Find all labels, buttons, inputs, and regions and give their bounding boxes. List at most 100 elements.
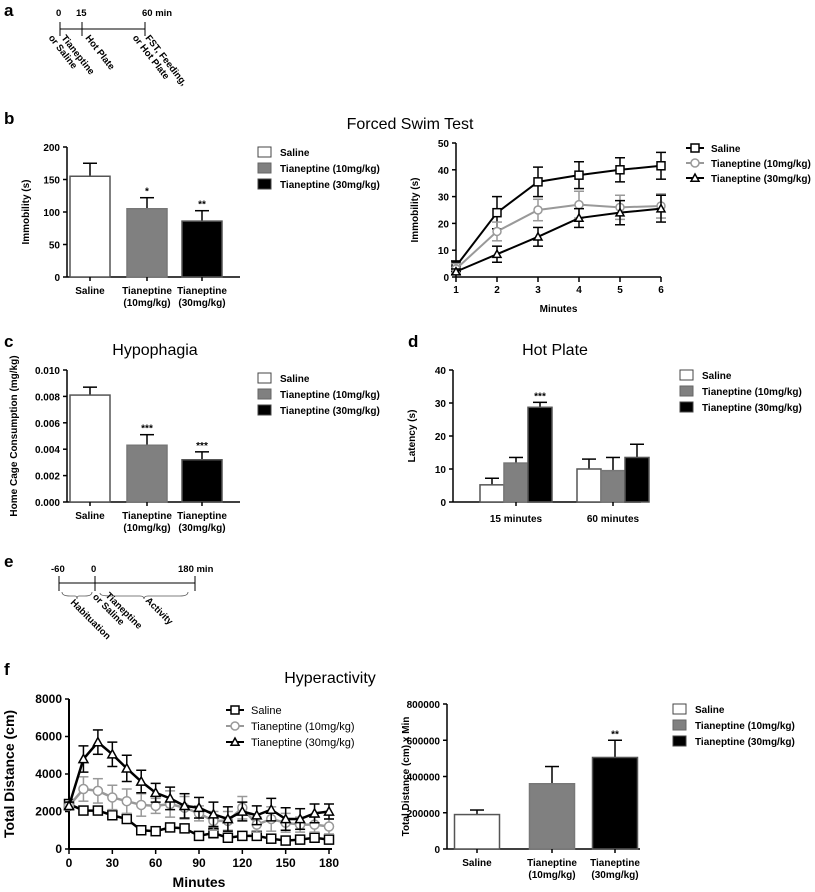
panel-title-hypophagia: Hypophagia bbox=[112, 342, 198, 359]
bar bbox=[479, 484, 505, 503]
marker-circle bbox=[533, 205, 543, 215]
legend-label: Saline bbox=[280, 148, 310, 159]
y-tick-label: 8000 bbox=[35, 692, 62, 706]
timeline-tick-label: -60 bbox=[51, 564, 65, 575]
y-tick-label: 200000 bbox=[407, 809, 441, 820]
bar bbox=[600, 469, 626, 503]
legend-label: Tianeptine (30mg/kg) bbox=[251, 737, 355, 749]
x-tick-label: (10mg/kg) bbox=[528, 870, 575, 881]
legend-label: Tianeptine (10mg/kg) bbox=[702, 387, 802, 398]
panel-letter-e: e bbox=[4, 552, 13, 571]
legend-label: Tianeptine (10mg/kg) bbox=[695, 721, 795, 732]
marker-triangle bbox=[121, 762, 133, 773]
legend-swatch bbox=[257, 146, 272, 158]
panel-letter-b: b bbox=[4, 109, 14, 128]
panel-letter-a: a bbox=[4, 1, 14, 20]
x-tick-label: Saline bbox=[75, 511, 105, 522]
y-tick-label: 400000 bbox=[407, 773, 441, 784]
legend-swatch bbox=[257, 388, 272, 400]
significance-marker: *** bbox=[534, 391, 546, 402]
legend-swatch bbox=[679, 385, 694, 397]
x-tick-label: Tianeptine bbox=[122, 286, 172, 297]
y-tick-label: 10 bbox=[438, 246, 450, 257]
marker-triangle bbox=[135, 775, 147, 786]
marker-square bbox=[164, 822, 176, 833]
y-tick-label: 0 bbox=[440, 498, 446, 509]
bar bbox=[69, 175, 111, 278]
marker-triangle bbox=[207, 808, 220, 819]
significance-marker: *** bbox=[141, 424, 153, 435]
legend-swatch bbox=[672, 735, 687, 747]
marker-square bbox=[690, 143, 700, 153]
y-tick-label: 30 bbox=[438, 193, 450, 204]
x-axis-label: Minutes bbox=[173, 874, 226, 890]
marker-square bbox=[222, 832, 234, 843]
y-tick-label: 50 bbox=[49, 241, 61, 252]
marker-triangle bbox=[573, 212, 585, 222]
x-tick-label: (30mg/kg) bbox=[178, 298, 225, 309]
x-tick-label: 3 bbox=[535, 285, 541, 296]
timeline-tick-label: 60 min bbox=[142, 8, 172, 19]
x-tick-label: Tianeptine bbox=[177, 286, 227, 297]
panel-letter-f: f bbox=[4, 660, 10, 679]
x-tick-label: Saline bbox=[462, 858, 492, 869]
marker-square bbox=[92, 805, 104, 816]
marker-triangle bbox=[106, 748, 119, 759]
marker-circle bbox=[121, 795, 133, 807]
y-axis-label: Total Distance (cm) x Min bbox=[401, 717, 412, 837]
x-tick-label: 90 bbox=[192, 856, 206, 870]
chart-d-bar: 0 10 20 30 40 Latency (s) *** 15 minutes 60 minu… bbox=[407, 366, 802, 525]
y-tick-label: 0 bbox=[434, 845, 440, 856]
marker-triangle bbox=[689, 172, 701, 182]
legend-label: Tianeptine (30mg/kg) bbox=[711, 174, 811, 185]
marker-triangle bbox=[614, 207, 626, 217]
y-axis-label: Immobility (s) bbox=[21, 179, 32, 244]
legend-label: Tianeptine (10mg/kg) bbox=[280, 164, 380, 175]
marker-triangle bbox=[251, 809, 263, 820]
x-tick-label: (10mg/kg) bbox=[123, 523, 170, 534]
marker-circle bbox=[135, 799, 147, 811]
y-tick-label: 40 bbox=[438, 166, 450, 177]
y-tick-label: 100 bbox=[43, 208, 60, 219]
x-tick-label: 30 bbox=[106, 856, 120, 870]
marker-triangle bbox=[63, 799, 75, 811]
x-tick-label: 120 bbox=[232, 856, 252, 870]
marker-triangle bbox=[193, 801, 205, 813]
legend-label: Tianeptine (30mg/kg) bbox=[280, 406, 380, 417]
x-tick-label: 0 bbox=[66, 856, 73, 870]
panel-title-hyperactivity: Hyperactivity bbox=[284, 670, 376, 687]
legend-swatch bbox=[257, 404, 272, 416]
y-axis-label: Total Distance (cm) bbox=[1, 710, 17, 838]
x-tick-label: (10mg/kg) bbox=[123, 298, 170, 309]
marker-square bbox=[107, 810, 118, 821]
x-tick-label: 5 bbox=[617, 285, 623, 296]
marker-square bbox=[492, 207, 502, 218]
marker-circle bbox=[690, 158, 700, 168]
marker-square bbox=[237, 830, 248, 842]
series-line bbox=[455, 203, 662, 270]
marker-square bbox=[265, 833, 277, 844]
series-tianeptine-10 bbox=[451, 190, 666, 276]
marker-circle bbox=[574, 199, 584, 210]
y-tick-label: 30 bbox=[435, 399, 447, 410]
marker-square bbox=[280, 835, 291, 846]
y-axis-label: Latency (s) bbox=[407, 410, 418, 463]
x-tick-label: 60 minutes bbox=[587, 514, 640, 525]
series-tianeptine-30 bbox=[63, 729, 335, 832]
legend-label: Saline bbox=[251, 705, 282, 717]
y-tick-label: 50 bbox=[438, 139, 450, 150]
marker-square bbox=[294, 834, 306, 845]
marker-circle bbox=[323, 821, 335, 832]
y-tick-label: 20 bbox=[435, 432, 447, 443]
marker-triangle bbox=[265, 803, 277, 814]
marker-triangle bbox=[308, 807, 321, 818]
marker-square bbox=[574, 170, 584, 180]
timeline-tick-label: 0 bbox=[56, 8, 61, 19]
legend-label: Saline bbox=[280, 374, 310, 385]
legend-swatch bbox=[672, 703, 687, 715]
x-tick-label: Tianeptine bbox=[177, 511, 227, 522]
panel-e-timeline: -60 0 180 min Habituation Tianeptineor S… bbox=[51, 564, 214, 642]
x-tick-label: (30mg/kg) bbox=[591, 870, 638, 881]
timeline-tick-label: 180 min bbox=[178, 564, 214, 575]
y-axis-label: Immobility (s) bbox=[410, 177, 421, 242]
